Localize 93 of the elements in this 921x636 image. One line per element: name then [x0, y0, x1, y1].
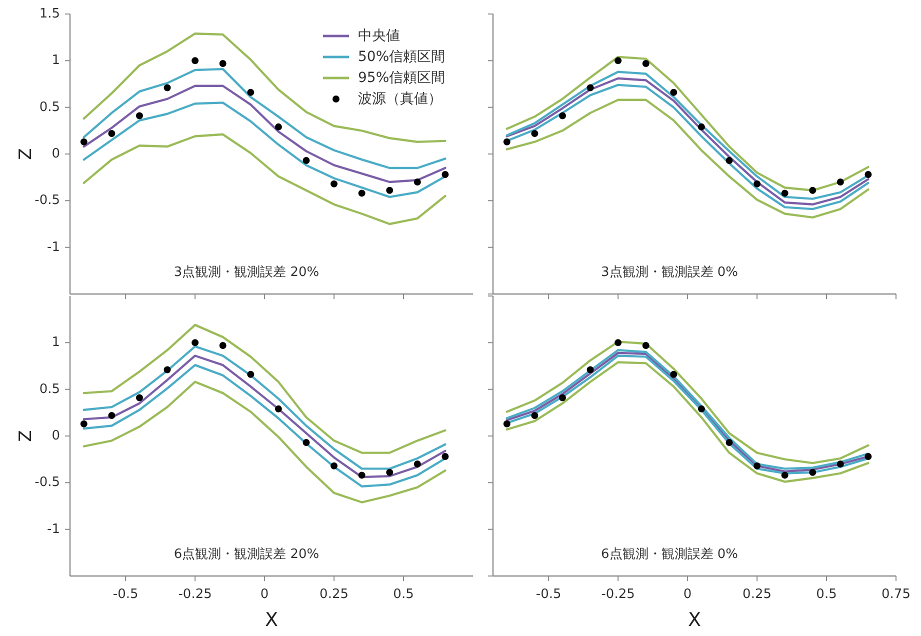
point — [274, 123, 282, 130]
point — [726, 439, 733, 446]
point — [503, 420, 510, 428]
y-tick-label: 0.5 — [39, 100, 60, 115]
point — [670, 370, 678, 378]
y-tick-label: 0 — [52, 428, 60, 444]
y-tick-label: 0.5 — [39, 382, 60, 397]
x-tick-label: 0.25 — [320, 587, 349, 602]
legend-label: 95%信頼区間 — [358, 70, 446, 86]
point — [864, 453, 872, 460]
point — [726, 157, 733, 164]
y-tick-label: -0.5 — [34, 193, 60, 208]
point — [330, 180, 338, 188]
point — [80, 138, 88, 146]
text: 6点観測・観測誤差 0% — [600, 547, 738, 562]
point — [698, 123, 705, 130]
point — [836, 460, 844, 468]
y-tick-label: 1 — [52, 335, 60, 350]
line-series — [82, 380, 446, 504]
y-tick-label: -1 — [47, 522, 60, 537]
point — [108, 130, 116, 137]
point — [386, 186, 394, 194]
point — [192, 339, 199, 346]
point — [642, 60, 650, 67]
point — [754, 462, 761, 470]
point — [698, 405, 705, 412]
point — [136, 112, 143, 120]
point — [864, 171, 872, 178]
point — [754, 180, 761, 188]
y-tick-label: -0.5 — [34, 475, 60, 490]
line-series — [82, 324, 446, 454]
point — [302, 439, 310, 446]
x-tick-label: 0 — [260, 587, 269, 602]
y-tick-label: -1 — [47, 240, 60, 255]
point — [642, 342, 650, 349]
point — [414, 178, 421, 186]
legend-label: 50%信頼区間 — [358, 49, 446, 65]
point — [136, 394, 143, 402]
point — [558, 394, 566, 402]
point — [274, 405, 282, 412]
x-tick-label: 0.75 — [882, 587, 910, 602]
point — [219, 60, 226, 67]
y-tick-label: 1.5 — [39, 6, 60, 22]
point — [386, 468, 394, 476]
x-tick-label: -0.25 — [178, 587, 212, 602]
x-tick-label: 0 — [683, 587, 692, 602]
point — [670, 88, 678, 96]
y-axis-title: Z — [16, 148, 36, 160]
point — [219, 342, 226, 349]
point — [614, 57, 622, 64]
x-tick-label: 0.5 — [393, 587, 414, 602]
point — [247, 370, 254, 378]
y-tick-label: 1 — [52, 53, 60, 68]
point — [192, 57, 199, 64]
text: 3点観測・観測誤差 0% — [600, 265, 738, 280]
legend-label: 波源（真値） — [358, 91, 442, 107]
point — [302, 157, 310, 164]
point — [358, 190, 366, 197]
point — [531, 130, 538, 137]
y-axis-title: Z — [16, 430, 36, 442]
point — [164, 366, 171, 374]
point — [330, 462, 338, 470]
x-tick-label: 0.25 — [742, 587, 772, 602]
point — [614, 339, 622, 346]
point — [586, 366, 594, 374]
point — [586, 84, 594, 92]
text: 6点観測・観測誤差 20% — [174, 547, 320, 562]
x-tick-label: -0.25 — [601, 587, 635, 602]
point — [414, 460, 421, 468]
legend-label: 中央値 — [358, 28, 400, 44]
point — [781, 472, 788, 479]
point — [781, 190, 788, 197]
y-tick-label: 0 — [52, 146, 60, 162]
x-tick-label: 0.5 — [816, 587, 837, 602]
point — [358, 472, 366, 479]
x-axis-title: X — [264, 609, 278, 631]
point — [442, 453, 449, 460]
x-axis-title: X — [688, 609, 702, 631]
point — [442, 171, 449, 178]
point — [247, 88, 254, 96]
point — [836, 178, 844, 186]
point — [531, 412, 538, 419]
point — [80, 420, 88, 428]
point — [809, 186, 816, 194]
x-tick-label: -0.5 — [536, 587, 562, 602]
point — [503, 138, 510, 146]
x-tick-label: -0.5 — [112, 587, 138, 602]
point — [108, 412, 116, 419]
text: 3点観測・観測誤差 20% — [174, 265, 320, 280]
point — [809, 468, 816, 476]
line-series — [82, 133, 446, 226]
point — [164, 84, 171, 92]
point — [558, 112, 566, 120]
